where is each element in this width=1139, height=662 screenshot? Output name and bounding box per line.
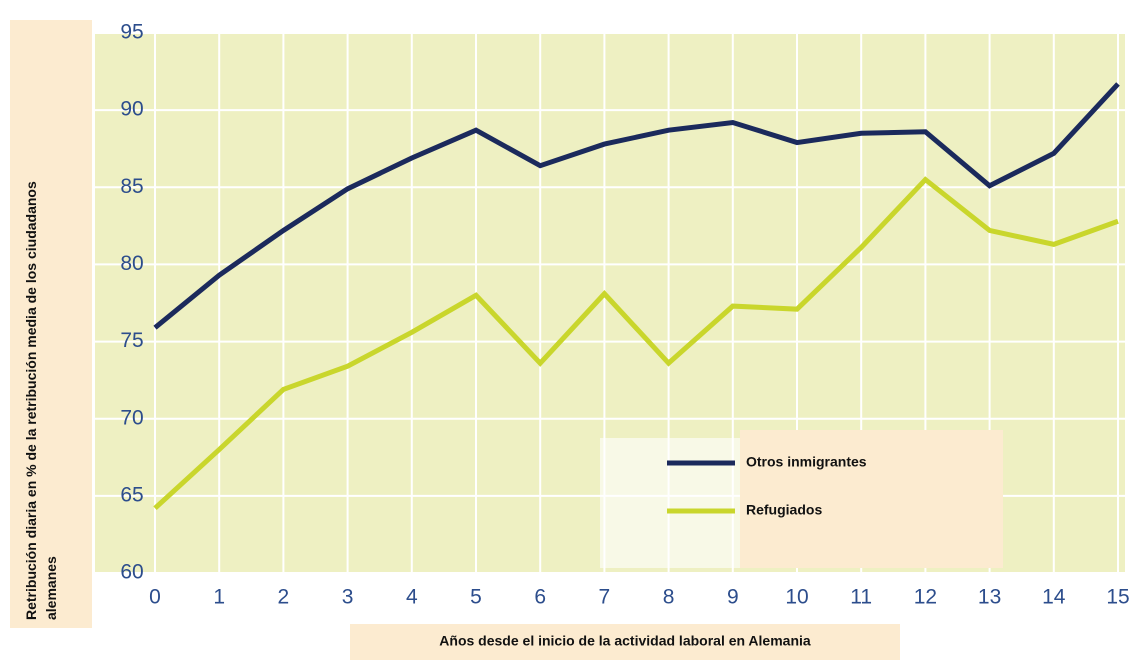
x-tick-label: 15 bbox=[1106, 586, 1129, 609]
x-tick-label: 3 bbox=[342, 586, 354, 609]
x-tick-label: 9 bbox=[727, 586, 739, 609]
x-tick-label: 5 bbox=[470, 586, 482, 609]
x-tick-label: 14 bbox=[1042, 586, 1066, 609]
x-axis-label: Años desde el inicio de la actividad lab… bbox=[439, 633, 811, 649]
y-tick-label: 60 bbox=[120, 561, 143, 584]
y-label-box bbox=[10, 20, 92, 628]
x-tick-label: 11 bbox=[850, 586, 872, 609]
x-tick-label: 12 bbox=[914, 586, 937, 609]
series-line bbox=[153, 82, 1120, 330]
x-tick-label: 8 bbox=[663, 586, 675, 609]
y-tick-label: 70 bbox=[120, 406, 143, 429]
y-tick-label: 90 bbox=[120, 98, 143, 121]
legend-backdrop bbox=[600, 438, 740, 568]
y-tick-label: 75 bbox=[120, 329, 143, 352]
x-tick-label: 13 bbox=[978, 586, 1001, 609]
x-tick-label: 1 bbox=[213, 586, 225, 609]
legend-box bbox=[740, 430, 1003, 568]
y-tick-label: 85 bbox=[120, 175, 143, 198]
y-axis-label-text: Retribución diaria en % de la retribució… bbox=[23, 181, 39, 620]
x-tick-label: 6 bbox=[534, 586, 546, 609]
x-tick-label: 4 bbox=[406, 586, 418, 609]
x-tick-label: 7 bbox=[599, 586, 611, 609]
y-tick-label: 80 bbox=[120, 252, 143, 275]
y-tick-label: 95 bbox=[120, 21, 143, 44]
legend-label: Otros inmigrantes bbox=[746, 454, 867, 470]
x-tick-label: 0 bbox=[149, 586, 161, 609]
x-tick-label: 10 bbox=[785, 586, 808, 609]
legend-label: Refugiados bbox=[746, 502, 822, 518]
x-tick-label: 2 bbox=[278, 586, 290, 609]
x-label-box bbox=[350, 624, 900, 660]
y-axis-label: Retribución diaria en % de la retribució… bbox=[23, 177, 59, 620]
series-line bbox=[153, 176, 1119, 511]
y-axis-label-text: alemanes bbox=[43, 556, 59, 620]
y-tick-label: 65 bbox=[120, 483, 143, 506]
